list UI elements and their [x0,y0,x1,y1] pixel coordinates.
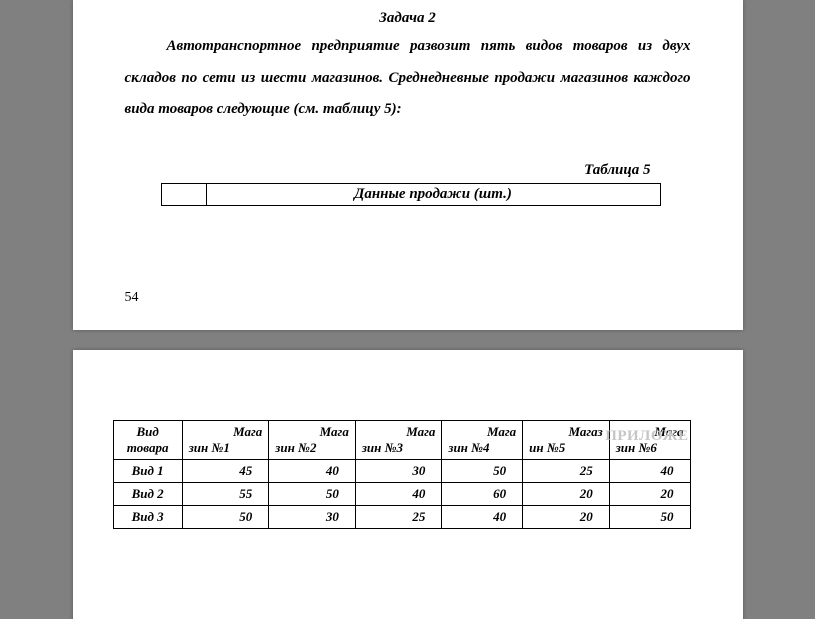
cell-r3-c4: 40 [442,506,523,529]
page-number: 54 [125,290,139,306]
col-header-store-3: Мага зин №3 [355,421,442,460]
col-header-product-l2: товара [120,440,176,456]
cell-r2-c1: 55 [182,483,269,506]
col-header-store-3-l2: зин №3 [362,440,436,456]
col-header-store-3-l1: Мага [362,424,436,440]
cell-r1-c5: 25 [523,460,610,483]
col-header-store-4: Мага зин №4 [442,421,523,460]
cell-r3-c3: 25 [355,506,442,529]
cell-r3-c5: 20 [523,506,610,529]
col-header-store-4-l2: зин №4 [448,440,516,456]
table-5-header-row: Данные продажи (шт.) [161,183,660,205]
table-5-header: Данные продажи (шт.) [161,183,661,206]
col-header-store-1-l2: зин №1 [189,440,263,456]
table-5-header-wrap: Данные продажи (шт.) [161,183,661,206]
col-header-product-l1: Вид [120,424,176,440]
sales-table-header-row: Вид товара Мага зин №1 Мага зин №2 Мага … [113,421,690,460]
col-header-store-2: Мага зин №2 [269,421,356,460]
cell-r2-c2: 50 [269,483,356,506]
table-5-header-blank-cell [161,183,206,205]
col-header-store-1-l1: Мага [189,424,263,440]
page-1: Задача 2 Автотранспортное предприятие ра… [73,0,743,330]
col-header-store-4-l1: Мага [448,424,516,440]
table-5-header-title-cell: Данные продажи (шт.) [206,183,660,205]
col-header-store-5-l2: ин №5 [529,440,603,456]
row-head-1: Вид 1 [113,460,182,483]
table-5-label: Таблица 5 [125,162,691,179]
cell-r1-c4: 50 [442,460,523,483]
cell-r3-c6: 50 [609,506,690,529]
sales-table-head: Вид товара Мага зин №1 Мага зин №2 Мага … [113,421,690,460]
cell-r2-c4: 60 [442,483,523,506]
col-header-store-2-l2: зин №2 [275,440,349,456]
table-row: Вид 3 50 30 25 40 20 50 [113,506,690,529]
task-heading: Задача 2 [125,10,691,27]
table-row: Вид 1 45 40 30 50 25 40 [113,460,690,483]
col-header-store-5: Магаз ин №5 [523,421,610,460]
cell-r1-c3: 30 [355,460,442,483]
col-header-store-2-l1: Мага [275,424,349,440]
sales-data-table: Вид товара Мага зин №1 Мага зин №2 Мага … [113,420,691,529]
cell-r2-c6: 20 [609,483,690,506]
cell-r2-c3: 40 [355,483,442,506]
col-header-store-5-l1: Магаз [529,424,603,440]
row-head-2: Вид 2 [113,483,182,506]
col-header-store-6-l1: Мага [616,424,684,440]
sales-table-body: Вид 1 45 40 30 50 25 40 Вид 2 55 50 40 6… [113,460,690,529]
col-header-store-6: Мага зин №6 [609,421,690,460]
cell-r3-c1: 50 [182,506,269,529]
cell-r2-c5: 20 [523,483,610,506]
paragraph-body: Автотранспортное предприятие развозит пя… [125,31,691,126]
viewport: Задача 2 Автотранспортное предприятие ра… [0,0,815,619]
row-head-3: Вид 3 [113,506,182,529]
cell-r1-c2: 40 [269,460,356,483]
cell-r3-c2: 30 [269,506,356,529]
table-row: Вид 2 55 50 40 60 20 20 [113,483,690,506]
col-header-store-1: Мага зин №1 [182,421,269,460]
page-2: ПРИЛОЖЕ Вид товара Мага зин №1 Мага зин … [73,350,743,619]
col-header-store-6-l2: зин №6 [616,440,684,456]
col-header-product: Вид товара [113,421,182,460]
cell-r1-c1: 45 [182,460,269,483]
cell-r1-c6: 40 [609,460,690,483]
